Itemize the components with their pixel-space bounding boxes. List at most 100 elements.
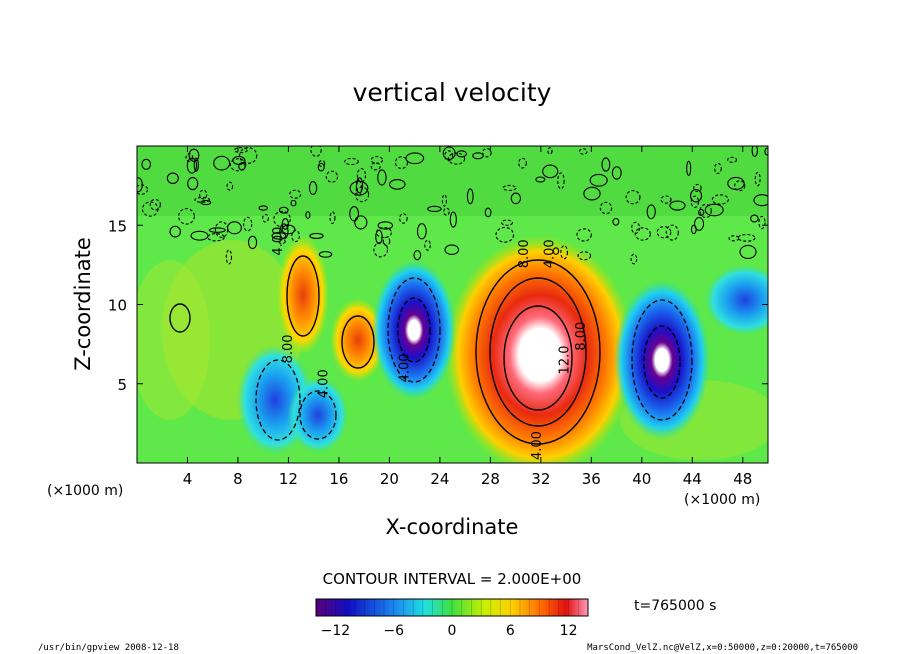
noise-contour — [318, 250, 333, 258]
noise-contour — [449, 211, 457, 228]
noise-contour — [355, 177, 364, 194]
y-tick-label: 5 — [117, 376, 127, 394]
noise-contour — [693, 183, 702, 192]
x-tick-label: 4 — [183, 470, 193, 488]
x-tick-label: 48 — [733, 470, 752, 488]
noise-contour — [247, 235, 258, 250]
noise-contour — [354, 186, 370, 203]
noise-contour — [612, 217, 620, 226]
noise-contour — [278, 206, 289, 214]
noise-contour — [625, 190, 641, 205]
noise-contour — [377, 221, 394, 230]
noise-contour — [225, 249, 233, 265]
noise-contour — [356, 168, 367, 183]
noise-contour — [577, 251, 592, 261]
noise-contour — [382, 236, 391, 246]
noise-contour — [557, 172, 565, 190]
noise-contour — [137, 177, 143, 193]
y-axis-label: Z-coordinate — [71, 237, 95, 371]
noise-contour — [686, 160, 692, 176]
noise-contour — [318, 159, 326, 168]
noise-contour — [226, 181, 234, 191]
noise-contour — [377, 169, 387, 186]
colorbar-tick-label: −12 — [321, 623, 351, 639]
noise-contour — [727, 156, 738, 163]
noise-contour — [186, 157, 198, 174]
y-tick-label: 10 — [108, 297, 127, 315]
noise-contour — [344, 157, 359, 166]
noise-contour — [444, 244, 460, 256]
y-axis: 5 10 15 — [108, 217, 768, 394]
noise-contour — [727, 176, 745, 190]
noise-contour — [308, 181, 318, 195]
noise-contour — [578, 148, 588, 155]
noise-contour — [187, 177, 199, 191]
x-unit-left: (×1000 m) — [47, 483, 123, 499]
noise-contour — [560, 245, 568, 260]
noise-contour — [750, 214, 759, 223]
colorbar-tick-label: −6 — [383, 623, 404, 639]
noise-contour — [349, 180, 369, 196]
noise-contour — [213, 155, 231, 171]
noise-contour — [669, 200, 686, 211]
noise-contour — [711, 194, 729, 205]
x-tick-label: 20 — [380, 470, 399, 488]
noise-contour — [444, 150, 454, 162]
x-tick-label: 28 — [481, 470, 500, 488]
noise-contour — [290, 199, 297, 207]
colorbar: −12 −6 0 6 12 — [315, 598, 589, 639]
noise-contour — [370, 155, 384, 164]
noise-contour — [583, 186, 601, 201]
noise-contour — [214, 221, 229, 238]
noise-contour — [660, 195, 672, 204]
noise-contour — [456, 150, 467, 158]
x-tick-label: 24 — [430, 470, 449, 488]
x-unit-right: (×1000 m) — [684, 492, 760, 508]
noise-contour — [166, 172, 179, 184]
noise-contour — [501, 219, 514, 226]
footer-left: /usr/bin/gpview 2008-12-18 — [38, 643, 179, 653]
x-tick-label: 44 — [683, 470, 702, 488]
noise-contour — [699, 203, 712, 219]
noise-contour — [199, 189, 208, 200]
noise-contour — [510, 192, 522, 205]
contour-label: 8.00 — [574, 322, 589, 351]
x-axis: 4 8 12 16 20 24 28 32 36 40 44 48 — [183, 146, 752, 488]
noise-contour — [169, 225, 181, 238]
x-axis-label: X-coordinate — [386, 515, 519, 539]
noise-contour — [258, 205, 269, 211]
noise-contour — [243, 216, 253, 232]
noise-contour — [495, 226, 515, 243]
noise-contour — [518, 157, 527, 169]
noise-contour — [273, 210, 291, 228]
noise-contour — [739, 244, 757, 259]
x-tick-label: 16 — [329, 470, 348, 488]
noise-contour — [389, 179, 406, 190]
noise-contour — [149, 198, 161, 211]
noise-contour — [535, 176, 546, 183]
noise-contour — [370, 162, 381, 171]
contour-label: 4.00 — [397, 353, 412, 382]
noise-contour — [309, 232, 324, 239]
noise-contour — [689, 188, 703, 203]
noise-contour — [200, 199, 212, 206]
colorbar-tick-label: 12 — [560, 623, 578, 639]
noise-contour — [207, 233, 225, 242]
noise-contour — [291, 229, 300, 243]
contour-label: 4.00 — [530, 431, 545, 460]
x-tick-label: 40 — [632, 470, 651, 488]
colorbar-tick-label: 0 — [448, 623, 457, 639]
noise-contour — [472, 152, 484, 160]
contour-label: 12.0 — [558, 345, 573, 374]
noise-contour — [443, 207, 450, 216]
noise-contour — [753, 194, 768, 207]
noise-contour — [424, 239, 431, 251]
noise-contour — [281, 224, 296, 235]
noise-contour — [178, 208, 195, 225]
noise-contour — [141, 158, 152, 170]
noise-contour — [233, 147, 248, 154]
contour-label: 8.00 — [517, 239, 532, 268]
noise-contour — [208, 227, 226, 233]
noise-contour — [542, 164, 559, 179]
